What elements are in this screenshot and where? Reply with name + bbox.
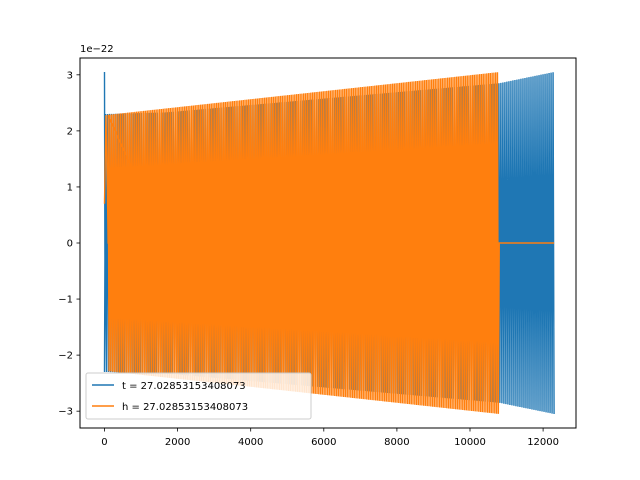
y-offset-label: 1e−22 bbox=[80, 44, 114, 55]
x-tick-label: 4000 bbox=[238, 437, 263, 448]
x-tick-label: 12000 bbox=[527, 437, 559, 448]
x-tick-label: 2000 bbox=[165, 437, 190, 448]
legend-label-t: t = 27.02853153408073 bbox=[122, 381, 246, 392]
y-axis: −3 −2 −1 0 1 2 3 bbox=[58, 70, 80, 418]
series-layer bbox=[103, 72, 555, 414]
x-tick-label: 10000 bbox=[454, 437, 486, 448]
y-tick-label: −2 bbox=[58, 351, 73, 362]
legend: t = 27.02853153408073 h = 27.02853153408… bbox=[85, 372, 312, 420]
y-tick-label: 0 bbox=[67, 239, 73, 250]
legend-label-h: h = 27.02853153408073 bbox=[122, 402, 248, 413]
y-tick-label: −3 bbox=[58, 407, 73, 418]
series-line-h bbox=[103, 72, 555, 414]
y-tick-label: 3 bbox=[67, 70, 73, 81]
y-tick-label: −1 bbox=[58, 295, 73, 306]
y-tick-label: 1 bbox=[67, 182, 73, 193]
x-tick-label: 8000 bbox=[384, 437, 409, 448]
x-tick-label: 6000 bbox=[311, 437, 336, 448]
x-axis: 0 2000 4000 6000 8000 10000 12000 bbox=[101, 428, 559, 448]
legend-box bbox=[85, 372, 312, 420]
x-tick-label: 0 bbox=[101, 437, 107, 448]
y-tick-label: 2 bbox=[67, 126, 73, 137]
